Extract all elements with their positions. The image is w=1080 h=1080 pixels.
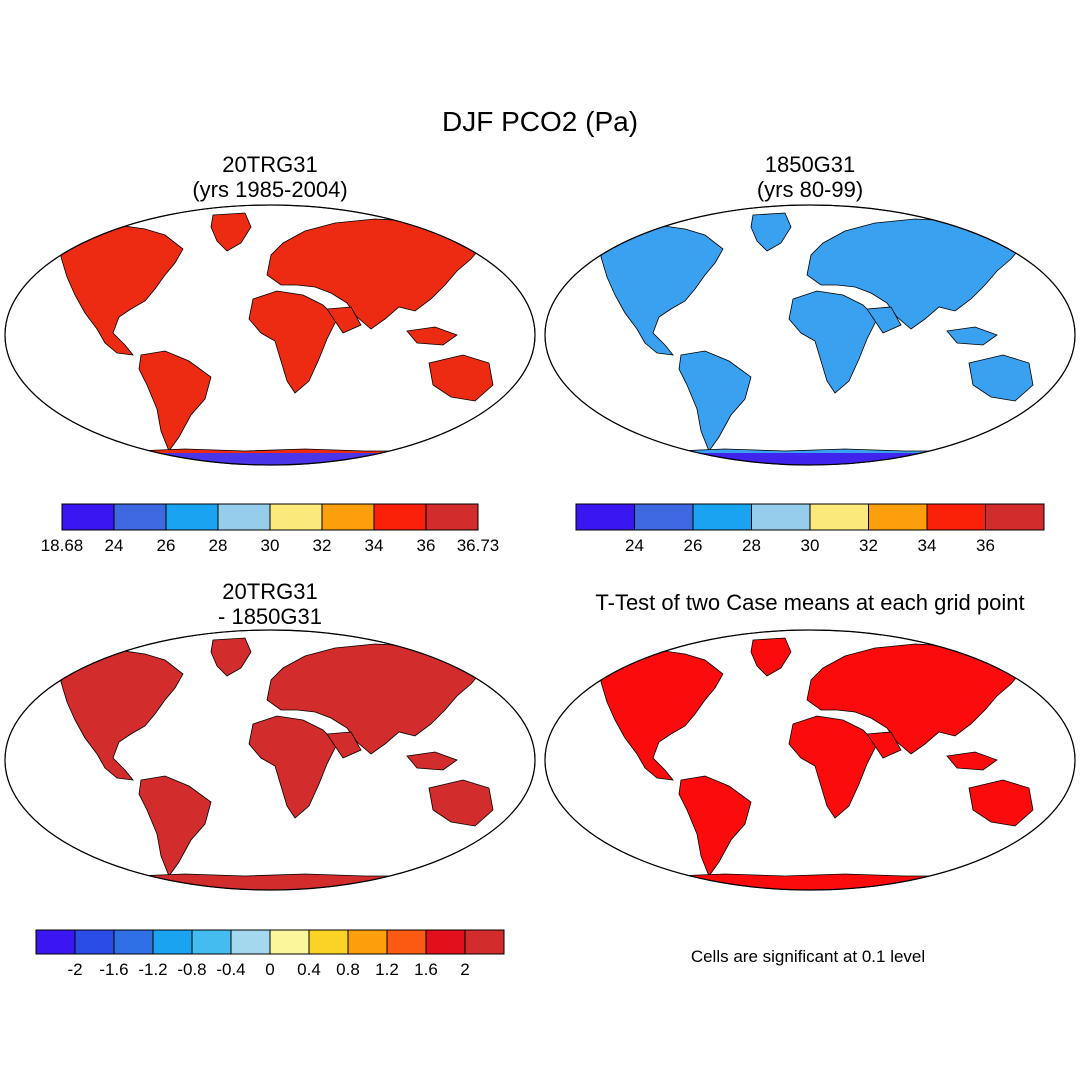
colorbar-bottom-swatch bbox=[386, 929, 427, 955]
map-top-left bbox=[4, 204, 536, 466]
map-bottom-left bbox=[4, 629, 536, 891]
colorbar-top-left-swatch bbox=[217, 503, 271, 531]
colorbar-top-right-tick-label: 24 bbox=[625, 536, 644, 555]
colorbar-top-left-swatch bbox=[373, 503, 427, 531]
colorbar-top-left-tick-label: 24 bbox=[105, 536, 124, 555]
colorbar-top-right-swatch bbox=[634, 503, 694, 531]
colorbar-top-left: 18.68 24 26 28 30 32 34 36 36.73 bbox=[41, 503, 500, 555]
panel-title-bottom-left-line2: - 1850G31 bbox=[218, 604, 322, 629]
colorbar-bottom-tick-label: 0.8 bbox=[336, 960, 360, 979]
colorbar-bottom-swatch bbox=[113, 929, 154, 955]
colorbar-top-left-tick-label: 28 bbox=[209, 536, 228, 555]
colorbar-bottom-swatch bbox=[152, 929, 193, 955]
colorbar-top-left-swatch bbox=[61, 503, 115, 531]
colorbar-bottom-swatch bbox=[191, 929, 232, 955]
colorbar-bottom-swatch bbox=[74, 929, 115, 955]
colorbar-bottom-tick-label: 1.2 bbox=[375, 960, 399, 979]
colorbar-top-left-tick-label: 26 bbox=[157, 536, 176, 555]
colorbar-top-right: 24 26 28 30 32 34 36 bbox=[575, 503, 1045, 555]
map-top-right bbox=[544, 204, 1076, 466]
colorbar-top-left-tick-label: 36 bbox=[417, 536, 436, 555]
colorbar-bottom-tick-label: 0 bbox=[265, 960, 274, 979]
panel-title-top-left-line1: 20TRG31 bbox=[222, 152, 317, 177]
colorbar-bottom-tick-label: -1.2 bbox=[138, 960, 167, 979]
panel-title-top-right-line2: (yrs 80-99) bbox=[757, 177, 863, 202]
colorbar-bottom: -2 -1.6 -1.2 -0.8 -0.4 0 0.4 0.8 1.2 1.6 2 bbox=[35, 929, 505, 979]
colorbar-bottom-swatch bbox=[425, 929, 466, 955]
colorbar-top-right-tick-label: 34 bbox=[918, 536, 937, 555]
panel-title-top-left-line2: (yrs 1985-2004) bbox=[192, 177, 347, 202]
colorbar-top-right-swatch bbox=[985, 503, 1045, 531]
colorbar-bottom-tick-label: -2 bbox=[67, 960, 82, 979]
colorbar-bottom-tick-label: -0.8 bbox=[177, 960, 206, 979]
colorbar-top-left-tick-label: 30 bbox=[261, 536, 280, 555]
colorbar-top-right-swatch bbox=[868, 503, 928, 531]
colorbar-bottom-swatch bbox=[308, 929, 349, 955]
panel-title-bottom-right: T-Test of two Case means at each grid po… bbox=[595, 590, 1024, 615]
colorbar-top-right-tick-label: 26 bbox=[684, 536, 703, 555]
colorbar-top-right-tick-label: 36 bbox=[976, 536, 995, 555]
significance-footnote: Cells are significant at 0.1 level bbox=[691, 947, 925, 966]
colorbar-bottom-tick-label: 2 bbox=[460, 960, 469, 979]
figure-title: DJF PCO2 (Pa) bbox=[442, 106, 638, 137]
colorbar-top-left-swatch bbox=[321, 503, 375, 531]
colorbar-top-right-swatch bbox=[751, 503, 811, 531]
colorbar-bottom-swatch bbox=[230, 929, 271, 955]
colorbar-top-right-tick-label: 30 bbox=[801, 536, 820, 555]
colorbar-top-left-swatch bbox=[269, 503, 323, 531]
colorbar-top-right-tick-label: 28 bbox=[742, 536, 761, 555]
colorbar-top-left-tick-label: 36.73 bbox=[457, 536, 500, 555]
colorbar-top-left-tick-label: 34 bbox=[365, 536, 384, 555]
panel-title-bottom-left-line1: 20TRG31 bbox=[222, 579, 317, 604]
colorbar-bottom-tick-label: -1.6 bbox=[99, 960, 128, 979]
colorbar-top-left-tick-label: 32 bbox=[313, 536, 332, 555]
colorbar-top-right-swatch bbox=[926, 503, 986, 531]
map-bottom-right bbox=[544, 629, 1076, 891]
colorbar-top-right-tick-label: 32 bbox=[859, 536, 878, 555]
colorbar-top-left-swatch bbox=[425, 503, 479, 531]
colorbar-bottom-tick-label: 1.6 bbox=[414, 960, 438, 979]
colorbar-top-right-swatch bbox=[575, 503, 635, 531]
colorbar-top-left-swatch bbox=[113, 503, 167, 531]
panel-title-top-right-line1: 1850G31 bbox=[765, 152, 856, 177]
colorbar-top-right-swatch bbox=[809, 503, 869, 531]
colorbar-bottom-swatch bbox=[35, 929, 76, 955]
colorbar-bottom-tick-label: 0.4 bbox=[297, 960, 321, 979]
colorbar-bottom-swatch bbox=[464, 929, 505, 955]
colorbar-top-left-swatch bbox=[165, 503, 219, 531]
colorbar-top-left-tick-label: 18.68 bbox=[41, 536, 84, 555]
colorbar-bottom-swatch bbox=[269, 929, 310, 955]
colorbar-bottom-tick-label: -0.4 bbox=[216, 960, 245, 979]
colorbar-bottom-swatch bbox=[347, 929, 388, 955]
colorbar-top-right-swatch bbox=[692, 503, 752, 531]
